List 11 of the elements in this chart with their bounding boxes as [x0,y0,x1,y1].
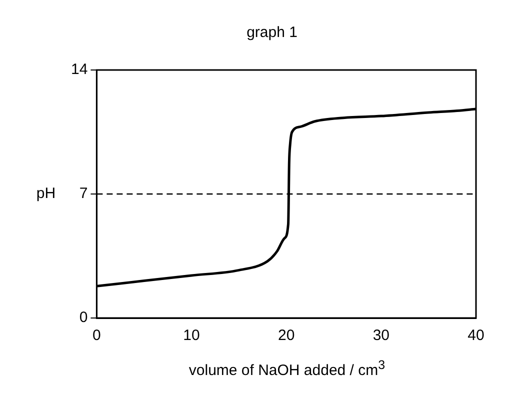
x-tick-label: 20 [278,327,295,344]
chart-title: graph 1 [246,24,298,42]
y-tick-label: 14 [70,61,88,78]
x-tick-label: 40 [468,327,484,344]
x-tick-label: 30 [372,327,390,344]
y-axis-title: pH [36,185,56,202]
x-axis-title: volume of NaOH added / cm$^{3}$ [188,358,386,379]
x-tick-label: 10 [183,327,200,344]
y-tick-label: 7 [79,185,88,202]
x-tick-label: 0 [92,327,101,344]
y-tick-label: 0 [79,309,88,326]
